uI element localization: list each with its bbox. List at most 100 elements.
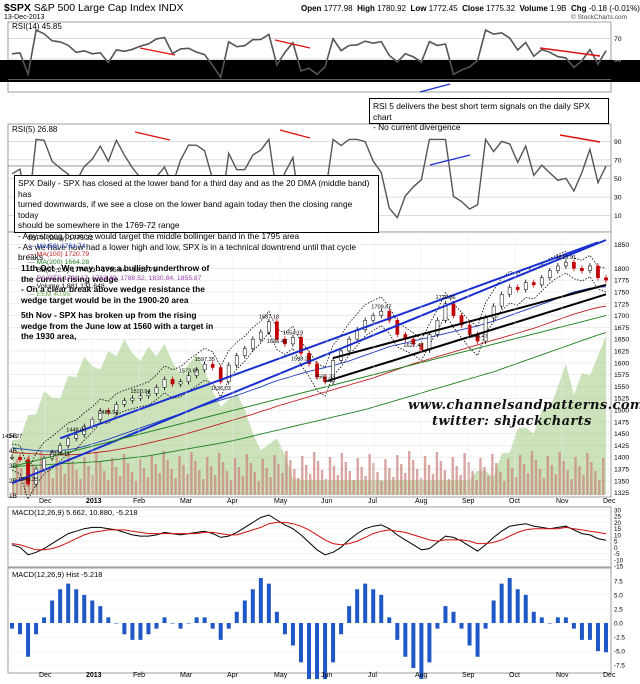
rsi5-divergence-arrow xyxy=(279,129,311,139)
price-x-tick-label: Dec xyxy=(603,498,616,505)
price-annotation: 1448.00 xyxy=(66,428,86,434)
hist-bar xyxy=(274,611,279,623)
price-y-tick-label: 1425 xyxy=(614,443,629,450)
hist-bar xyxy=(234,611,239,623)
hist-bar xyxy=(122,623,127,635)
price-candle xyxy=(379,311,384,316)
blue-channel-upper xyxy=(59,241,599,440)
price-y-tick-label: 1700 xyxy=(614,313,629,320)
price-candle xyxy=(178,381,183,385)
volume-bar xyxy=(19,468,23,495)
hist-bar xyxy=(154,623,159,629)
hist-tick-label: -7.5 xyxy=(614,663,625,670)
chart-date: 13-Dec-2013 xyxy=(4,14,45,21)
hist-bar xyxy=(604,623,608,653)
volume-bar xyxy=(550,465,553,495)
volume-bar xyxy=(206,457,209,495)
hist-tick-label: 2.5 xyxy=(614,606,623,613)
hist-x-tick-label: Dec xyxy=(603,672,616,679)
hist-bar xyxy=(307,623,311,680)
volume-bar xyxy=(554,474,557,495)
price-candle xyxy=(186,375,191,382)
volume-bar xyxy=(404,473,407,495)
volume-bar xyxy=(39,451,43,495)
price-candle xyxy=(596,265,600,279)
hist-bar xyxy=(130,623,135,640)
volume-bar xyxy=(186,474,189,495)
macd-tick-label: 20 xyxy=(614,520,622,527)
price-candle xyxy=(10,456,14,459)
price-candle xyxy=(572,261,576,269)
main-note-line: SPX Daily - SPX has closed at the lower … xyxy=(18,178,370,199)
main-note-line: turned downwards, if we see a close on t… xyxy=(18,199,353,220)
price-candle xyxy=(331,360,335,382)
volume-bar xyxy=(293,469,296,495)
volume-bar xyxy=(217,453,221,495)
volume-bar xyxy=(257,481,260,495)
legend-title: $SPX (Daily) 1775.32 xyxy=(28,235,94,242)
nov-note: 5th Nov - SPX has broken up from the ris… xyxy=(21,310,214,342)
price-y-tick-label: 1750 xyxy=(614,289,629,296)
hist-bar xyxy=(595,623,600,652)
volume-bar xyxy=(384,459,387,495)
price-candle xyxy=(122,400,127,405)
hist-x-tick-label: Sep xyxy=(462,672,475,679)
rsi5-note-box: RSI 5 delivers the best short term signa… xyxy=(369,98,609,132)
hist-bar xyxy=(523,594,528,623)
price-candle xyxy=(531,282,536,286)
volume-bar xyxy=(253,472,256,495)
price-y-tick-label: 1850 xyxy=(614,242,629,249)
volume-bar xyxy=(107,480,110,495)
rsi5-level-label: 10 xyxy=(614,213,622,220)
price-annotation: 1597.35 xyxy=(195,357,215,363)
watermark-twitter: twitter: shjackcharts xyxy=(432,414,592,429)
wedge-support xyxy=(324,293,607,383)
hist-bar xyxy=(579,623,584,640)
rsi5-level-label: 70 xyxy=(614,157,622,164)
hist-bar xyxy=(74,589,79,623)
rsi14-divergence-arrow xyxy=(274,39,311,49)
hist-bar xyxy=(419,623,424,680)
volume-bar xyxy=(594,471,597,495)
hist-bar xyxy=(186,623,191,624)
stockcharts-credit: © StockCharts.com xyxy=(571,14,628,21)
volume-bar xyxy=(118,476,122,495)
volume-bar xyxy=(12,481,15,495)
price-x-tick-label: Feb xyxy=(133,498,145,505)
price-annotation: 1646.47 xyxy=(468,334,488,340)
price-candle xyxy=(564,261,568,267)
price-y-tick-label: 1475 xyxy=(614,419,629,426)
volume-bar xyxy=(233,458,237,495)
volume-bar xyxy=(340,453,344,495)
volume-bar xyxy=(459,475,462,495)
hist-bar xyxy=(539,617,544,623)
price-candle xyxy=(515,286,520,290)
wedge-resistance xyxy=(332,283,607,360)
hist-bar xyxy=(202,617,207,623)
price-x-tick-label: Nov xyxy=(556,498,569,505)
macd-hist-chart: 7.5 5.0 2.5 0.0 -2.5 -5.0 -7.5 xyxy=(8,578,625,684)
hist-bar xyxy=(379,594,384,623)
price-y-tick-label: 1800 xyxy=(614,266,629,273)
price-x-tick-label: Aug xyxy=(415,498,428,505)
rsi14-label: RSI(14) 45.85 xyxy=(12,22,62,31)
price-candle xyxy=(26,459,30,485)
volume-bar xyxy=(273,455,276,495)
volume-bar xyxy=(190,452,193,495)
volume-bar xyxy=(269,477,272,495)
rsi5-note-line: RSI 5 delivers the best short term signa… xyxy=(373,101,590,122)
hist-bar xyxy=(411,623,416,668)
hist-x-tick-label: Jul xyxy=(368,672,377,679)
volume-bar xyxy=(126,463,130,495)
price-candle xyxy=(242,348,247,356)
volume-bar xyxy=(514,477,518,495)
price-candle xyxy=(34,468,38,485)
volume-bar xyxy=(289,460,292,495)
volume-bar xyxy=(578,466,581,495)
macd-tick-label: 15 xyxy=(614,526,622,533)
price-annotation: 1627.47 xyxy=(403,343,423,349)
volume-bar xyxy=(51,478,54,495)
price-y-tick-label: 1550 xyxy=(614,384,629,391)
hist-bar xyxy=(250,589,255,623)
